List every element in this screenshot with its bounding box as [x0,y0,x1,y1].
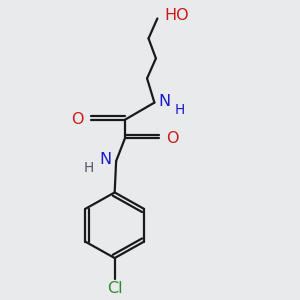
Text: N: N [100,152,112,167]
Text: H: H [174,103,185,117]
Text: H: H [84,161,94,175]
Text: N: N [158,94,170,109]
Text: O: O [71,112,84,127]
Text: O: O [166,131,179,146]
Text: HO: HO [165,8,189,23]
Text: Cl: Cl [107,281,122,296]
